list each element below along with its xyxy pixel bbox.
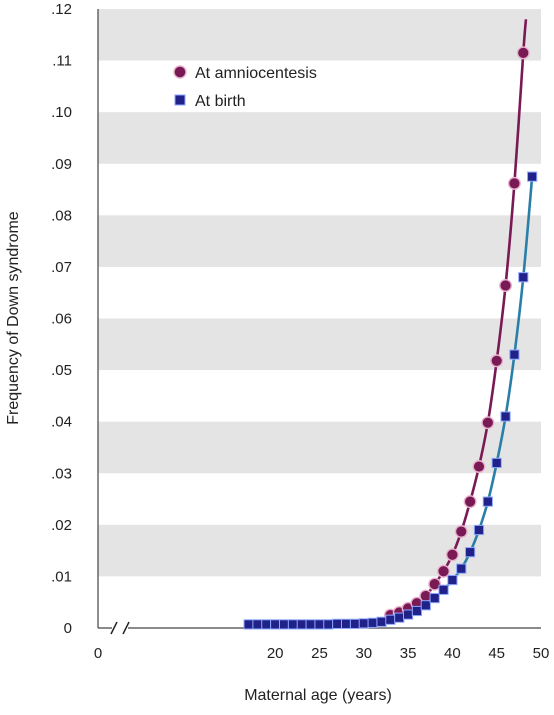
y-tick-label: .06	[51, 311, 72, 328]
data-point-birth	[278, 619, 290, 630]
data-point-birth	[332, 618, 343, 629]
data-point-birth	[243, 619, 254, 630]
data-point-birth	[482, 496, 493, 507]
data-point-amniocentesis	[481, 416, 495, 430]
y-axis-title: Frequency of Down syndrome	[5, 211, 22, 425]
x-axis-title: Maternal age (years)	[244, 687, 392, 704]
y-tick-label: .01	[51, 568, 72, 585]
series-markers	[243, 46, 538, 630]
data-point-birth	[376, 616, 387, 627]
x-tick-label: 40	[444, 645, 461, 662]
data-point-birth	[252, 619, 263, 630]
data-point-amniocentesis	[428, 577, 442, 591]
legend: At amniocentesis At birth	[173, 65, 317, 110]
data-point-birth	[296, 619, 307, 630]
data-point-birth	[491, 457, 502, 469]
x-tick-label: 0	[94, 645, 102, 662]
data-point-birth	[518, 272, 529, 283]
y-tick-label: .08	[51, 207, 72, 224]
tick-labels: 0 .01 .02 .03 .04 .05 .06 .07 .08 .09 .10 .11 .12 0 20…	[51, 1, 549, 662]
data-point-birth	[509, 349, 520, 360]
data-point-birth	[349, 618, 361, 629]
data-point-amniocentesis	[454, 525, 468, 539]
data-point-birth	[500, 411, 511, 422]
data-point-birth	[261, 619, 272, 630]
x-tick-label: 35	[400, 645, 417, 662]
y-tick-label: .09	[51, 156, 72, 173]
data-point-birth	[456, 563, 467, 574]
data-point-birth	[465, 547, 476, 558]
data-point-birth	[420, 600, 431, 611]
y-tick-label: 0	[64, 620, 72, 637]
data-point-birth	[473, 524, 485, 536]
grid-band	[98, 9, 541, 61]
data-point-amniocentesis	[437, 564, 451, 578]
data-point-amniocentesis	[463, 495, 477, 509]
data-point-birth	[340, 618, 352, 629]
data-point-birth	[367, 617, 378, 628]
data-point-amniocentesis	[507, 176, 521, 190]
data-point-birth	[429, 592, 440, 604]
data-point-amniocentesis	[499, 278, 513, 292]
data-point-birth	[270, 619, 281, 630]
legend-marker-square	[174, 94, 186, 106]
y-tick-label: .10	[51, 104, 72, 121]
data-point-birth	[323, 619, 334, 630]
axis-break-mark	[122, 621, 130, 635]
data-point-birth	[447, 574, 458, 586]
y-tick-label: .11	[52, 53, 72, 70]
data-point-birth	[411, 605, 423, 617]
data-point-amniocentesis	[516, 46, 530, 60]
axis-break-mark	[110, 621, 118, 635]
data-point-amniocentesis	[472, 460, 486, 474]
data-point-amniocentesis	[445, 548, 459, 562]
grid-band	[98, 421, 541, 474]
y-tick-label: .04	[51, 414, 72, 431]
x-tick-label: 25	[311, 645, 328, 662]
y-tick-label: .02	[51, 517, 72, 534]
y-tick-label: .03	[51, 465, 72, 482]
legend-marker-circle	[173, 65, 187, 79]
grid-band	[98, 215, 541, 267]
x-tick-label: 20	[267, 645, 284, 662]
y-tick-label: .12	[51, 1, 72, 18]
y-tick-label: .07	[51, 259, 72, 276]
data-point-birth	[358, 618, 369, 629]
data-point-birth	[394, 612, 405, 623]
data-point-birth	[305, 619, 316, 630]
legend-label: At amniocentesis	[195, 65, 317, 82]
x-tick-label: 45	[488, 645, 505, 662]
data-point-birth	[287, 619, 299, 630]
data-point-birth	[438, 584, 449, 595]
data-point-birth	[527, 171, 538, 182]
y-tick-label: .05	[51, 362, 72, 379]
grid-band	[98, 112, 541, 164]
data-point-birth	[385, 614, 396, 625]
grid-bands	[98, 9, 541, 577]
data-point-birth	[314, 619, 325, 630]
legend-label: At birth	[195, 93, 246, 110]
grid-band	[98, 318, 541, 371]
x-tick-label: 30	[355, 645, 372, 662]
axis-break-gap	[112, 624, 128, 632]
x-tick-label: 50	[533, 645, 550, 662]
data-point-birth	[403, 609, 414, 620]
data-point-amniocentesis	[490, 354, 504, 368]
